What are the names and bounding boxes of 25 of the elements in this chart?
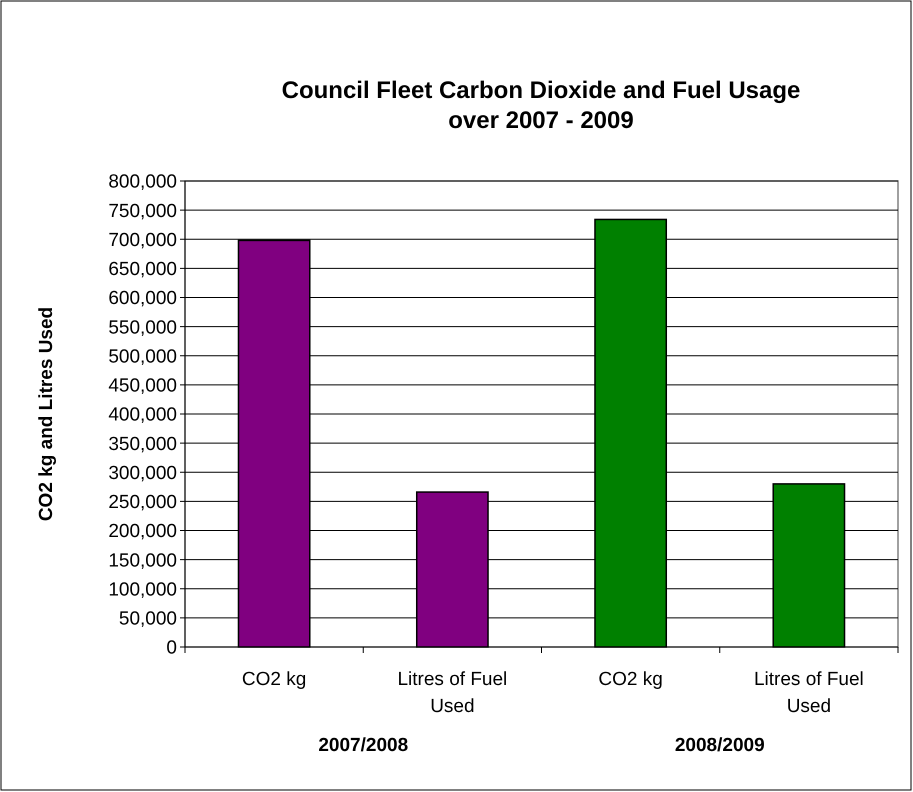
x-tick-label: CO2 kg [598, 669, 663, 690]
x-tick-label: Litres of Fuel Used [397, 669, 508, 717]
y-tick-label: 200,000 [108, 521, 177, 542]
y-tick-label: 0 [166, 638, 177, 659]
y-tick-label: 650,000 [108, 259, 177, 280]
y-tick-label: 300,000 [108, 462, 177, 484]
y-tick-label: 600,000 [108, 288, 177, 310]
y-tick-label: 100,000 [108, 579, 177, 600]
text: 2007/2008 [318, 735, 408, 756]
y-tick-label: 50,000 [118, 608, 177, 630]
y-tick-label: 700,000 [108, 230, 177, 251]
y-tick-label: 150,000 [108, 550, 177, 572]
y-tick-label: 400,000 [108, 404, 177, 426]
y-tick-label: 350,000 [108, 434, 177, 455]
y-tick-label: 550,000 [108, 317, 177, 338]
x-tick-label: CO2 kg [242, 669, 306, 690]
chart-title: Council Fleet Carbon Dioxide and Fuel Usage over 2007 - 2009 [282, 77, 800, 134]
x-tick-label: Litres of Fuel Used [754, 669, 864, 717]
y-tick-label: 250,000 [108, 492, 177, 514]
y-tick-label: 450,000 [108, 376, 177, 397]
y-tick-label: 800,000 [108, 172, 177, 193]
y-tick-label: 750,000 [108, 200, 177, 222]
y-tick-label: 500,000 [108, 346, 177, 368]
y-axis-title: CO2 kg and Litres Used [36, 306, 57, 522]
text: 2008/2009 [674, 735, 765, 756]
